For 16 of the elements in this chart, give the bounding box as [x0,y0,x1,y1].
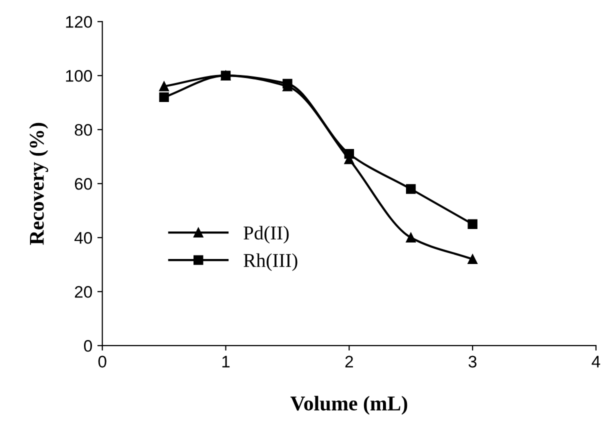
y-tick-label: 60 [74,178,92,190]
legend-label: Rh(III) [244,253,298,272]
y-tick-label: 20 [74,286,92,298]
y-tick-label: 100 [66,70,92,82]
y-axis-title: Recovery (%) [29,122,48,245]
x-tick-label: 0 [98,356,106,368]
y-tick-label: 120 [66,16,92,28]
x-axis-title: Volume (mL) [290,396,408,415]
y-tick-label: 40 [74,232,92,244]
legend-label: Pd(II) [244,226,289,244]
y-tick-label: 0 [84,340,92,352]
x-tick-label: 4 [592,356,600,368]
y-tick-label: 80 [74,124,92,136]
x-tick-label: 3 [468,356,476,368]
x-tick-label: 1 [222,356,230,368]
x-tick-label: 2 [345,356,353,368]
